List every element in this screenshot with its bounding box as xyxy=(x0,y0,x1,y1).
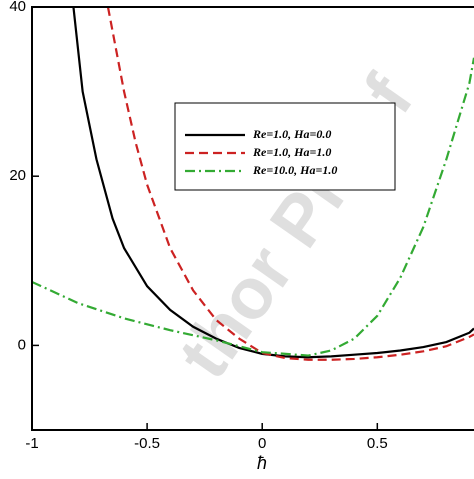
series-line xyxy=(106,7,474,361)
x-axis-label: ħ xyxy=(257,453,267,473)
axes-frame xyxy=(31,6,474,431)
plot-area xyxy=(32,7,474,361)
y-tick-label: 40 xyxy=(9,0,26,15)
x-tick-label: 0.5 xyxy=(367,435,388,452)
series-line xyxy=(32,57,474,357)
legend-box xyxy=(174,102,396,191)
x-tick-label: -0.5 xyxy=(134,435,160,452)
y-tick-label: 0 xyxy=(18,336,26,353)
legend-label: Re=10.0, Ha=1.0 xyxy=(252,163,337,177)
legend-label: Re=1.0, Ha=1.0 xyxy=(252,145,331,159)
legend-label: Re=1.0, Ha=0.0 xyxy=(252,127,331,141)
x-tick-label: -1 xyxy=(25,435,38,452)
y-tick-label: 20 xyxy=(9,167,26,184)
x-tick-label: 0 xyxy=(258,435,266,452)
